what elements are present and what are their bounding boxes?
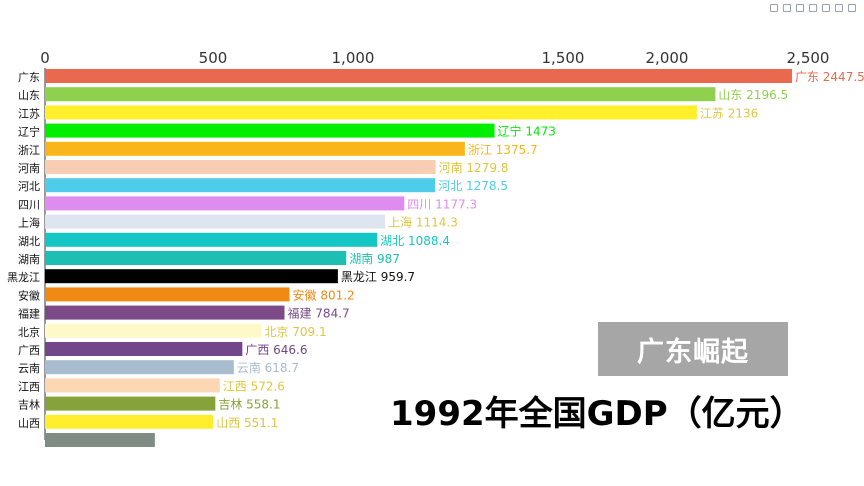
bar: [45, 305, 285, 320]
value-label: 山东 2196.5: [718, 88, 788, 102]
restore-icon[interactable]: [796, 4, 804, 12]
x-tick-label: 0: [40, 49, 50, 67]
category-label: 辽宁: [18, 125, 40, 139]
bar: [45, 69, 792, 83]
value-label: 上海 1114.3: [388, 215, 458, 230]
value-label: 河南 1279.8: [439, 160, 509, 175]
value-label: 四川 1177.3: [407, 197, 477, 211]
category-label: 浙江: [18, 144, 40, 157]
category-label: 四川: [18, 198, 40, 211]
value-label: 广东 2447.5: [795, 70, 864, 84]
x-tick-label: 500: [199, 49, 228, 67]
category-label: 安徽: [18, 288, 40, 302]
bar: [45, 87, 716, 102]
data-view-icon[interactable]: [809, 4, 817, 12]
bar: [45, 123, 495, 138]
value-label: 湖北 1088.4: [380, 233, 450, 248]
save-icon[interactable]: [770, 4, 778, 12]
bar: [45, 323, 262, 338]
value-label: 黑龙江 959.7: [341, 270, 415, 284]
x-tick-label: 2,500: [787, 49, 830, 67]
x-tick-label: 1,000: [332, 49, 375, 67]
category-label: 山西: [18, 417, 40, 430]
value-label: 福建 784.7: [287, 306, 349, 321]
value-label: 安徽 801.2: [293, 287, 355, 302]
category-label: 福建: [18, 307, 40, 321]
category-label: 江西: [18, 380, 40, 393]
value-label: 北京 709.1: [264, 325, 326, 339]
bar: [45, 342, 243, 356]
bar-icon[interactable]: [822, 4, 830, 12]
category-label: 山东: [18, 89, 40, 102]
bar: [45, 232, 378, 247]
category-label: 湖南: [18, 253, 40, 266]
bar: [45, 196, 405, 211]
category-label: 河南: [18, 162, 40, 175]
bar: [45, 433, 155, 447]
x-tick-label: 2,000: [646, 49, 689, 67]
bar: [45, 251, 347, 265]
zoom-icon[interactable]: [783, 4, 791, 12]
bar: [45, 141, 465, 156]
category-label: 北京: [18, 325, 40, 339]
line-icon[interactable]: [835, 4, 843, 12]
bar: [45, 414, 214, 429]
bar: [45, 178, 436, 193]
bar: [45, 360, 234, 375]
download-icon[interactable]: [848, 4, 856, 12]
bar: [45, 214, 386, 229]
category-label: 广东: [18, 71, 40, 84]
value-label: 吉林 558.1: [218, 398, 280, 412]
category-label: 江苏: [18, 107, 40, 120]
category-label: 吉林: [18, 398, 40, 412]
category-label: 河北: [18, 180, 40, 193]
bar: [45, 378, 220, 393]
highlight-badge: 广东崛起: [598, 322, 788, 376]
chart-toolbar: [770, 4, 856, 12]
value-label: 辽宁 1473: [498, 124, 556, 139]
chart-caption: 1992年全国GDP（亿元）: [390, 393, 804, 434]
category-label: 上海: [18, 216, 40, 230]
bar: [45, 105, 697, 120]
bar: [45, 396, 216, 411]
bar: [45, 269, 338, 284]
bar: [45, 287, 290, 302]
bar: [45, 160, 436, 174]
category-label: 黑龙江: [7, 271, 40, 284]
value-label: 广西 646.6: [245, 343, 307, 357]
value-label: 江西 572.6: [223, 379, 285, 393]
value-label: 云南 618.7: [237, 360, 299, 375]
value-label: 浙江 1375.7: [468, 143, 538, 157]
category-label: 云南: [18, 362, 40, 375]
value-label: 湖南 987: [349, 251, 400, 266]
x-tick-label: 1,500: [542, 49, 585, 67]
value-label: 河北 1278.5: [438, 179, 508, 193]
value-label: 山西 551.1: [216, 416, 278, 430]
value-label: 江苏 2136: [700, 106, 758, 120]
category-label: 湖北: [18, 235, 40, 248]
category-label: 广西: [18, 344, 40, 357]
